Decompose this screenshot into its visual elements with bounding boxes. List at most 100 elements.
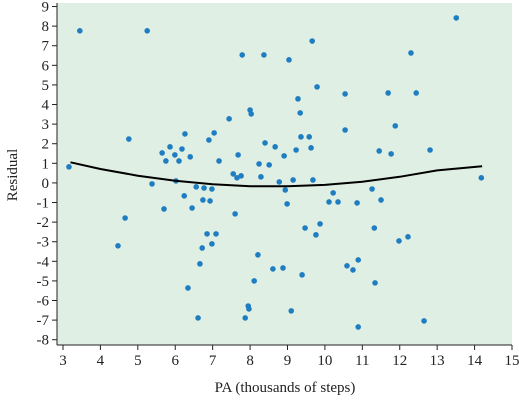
y-tick-label: -5 (37, 274, 50, 290)
point (195, 315, 201, 321)
y-tick-label: 3 (42, 117, 50, 133)
point (122, 215, 128, 221)
point (282, 187, 289, 193)
point (413, 90, 420, 96)
point (201, 185, 207, 191)
point (376, 148, 382, 154)
point (238, 173, 244, 179)
point (306, 134, 312, 140)
point (159, 150, 165, 156)
y-tick-label: 0 (42, 176, 50, 192)
point (163, 158, 169, 164)
point (187, 154, 194, 160)
point (388, 151, 394, 157)
point (330, 190, 336, 196)
point (280, 265, 286, 271)
point (342, 127, 348, 133)
point (298, 134, 304, 140)
y-tick-label: 4 (42, 98, 50, 114)
point (290, 177, 296, 183)
y-tick-label: -4 (37, 254, 50, 270)
point (261, 52, 267, 58)
y-tick-label: -6 (37, 294, 50, 310)
point (344, 263, 350, 269)
point (354, 200, 360, 206)
point (270, 266, 276, 272)
y-tick-label: -1 (37, 196, 50, 212)
point (176, 158, 182, 164)
x-tick-label: 14 (467, 353, 483, 369)
point (216, 158, 222, 164)
point (350, 267, 356, 273)
y-tick-label: 6 (42, 58, 50, 74)
point (172, 152, 178, 158)
point (266, 162, 272, 168)
y-tick-label: -2 (37, 215, 50, 231)
x-tick-label: 5 (134, 353, 142, 369)
point (297, 110, 304, 116)
point (149, 181, 155, 187)
point (204, 231, 210, 237)
point (378, 197, 384, 203)
point (369, 186, 375, 192)
point (209, 186, 215, 192)
point (272, 144, 278, 150)
point (293, 147, 299, 153)
point (372, 280, 378, 286)
point (242, 315, 249, 321)
point (200, 197, 206, 203)
x-tick-label: 9 (284, 353, 292, 369)
point (193, 184, 199, 190)
point (326, 199, 332, 205)
y-tick-label: -3 (37, 235, 50, 251)
x-tick-label: 10 (317, 353, 332, 369)
y-tick-label: 2 (42, 137, 50, 153)
point (405, 234, 411, 240)
point (181, 193, 188, 199)
fit-curve (70, 161, 483, 188)
point (335, 199, 341, 205)
point (179, 146, 185, 152)
point (355, 257, 362, 263)
point (246, 306, 252, 312)
point (211, 130, 217, 136)
x-tick-label: 6 (171, 353, 179, 369)
point (144, 28, 150, 34)
point (256, 161, 262, 167)
y-tick-label: 5 (42, 78, 50, 94)
point (255, 252, 261, 258)
point (226, 116, 232, 122)
point (314, 84, 320, 90)
point (408, 50, 414, 56)
point (189, 205, 195, 211)
y-tick-label: -8 (37, 333, 50, 349)
point (235, 152, 241, 158)
point (199, 245, 205, 251)
point (421, 318, 427, 324)
point (286, 57, 292, 63)
point (396, 238, 402, 244)
point (182, 131, 188, 137)
y-tick-label: 9 (42, 0, 50, 16)
point (310, 177, 316, 183)
point (230, 171, 237, 177)
y-tick-label: 1 (42, 156, 50, 172)
point (197, 261, 203, 267)
y-tick-label: 7 (42, 39, 50, 55)
point (371, 225, 378, 231)
point (126, 136, 132, 142)
x-tick-label: 8 (246, 353, 254, 369)
y-tick-label: -7 (37, 313, 50, 329)
point (207, 198, 213, 204)
point (206, 137, 212, 143)
point (161, 206, 167, 212)
y-tick-label: 8 (42, 19, 50, 35)
point (302, 225, 308, 231)
point (185, 285, 191, 291)
point (313, 232, 319, 238)
point (317, 221, 323, 227)
point (258, 174, 264, 180)
point (392, 123, 399, 129)
x-axis-label: PA (thousands of steps) (215, 380, 356, 396)
x-tick-label: 7 (209, 353, 217, 369)
